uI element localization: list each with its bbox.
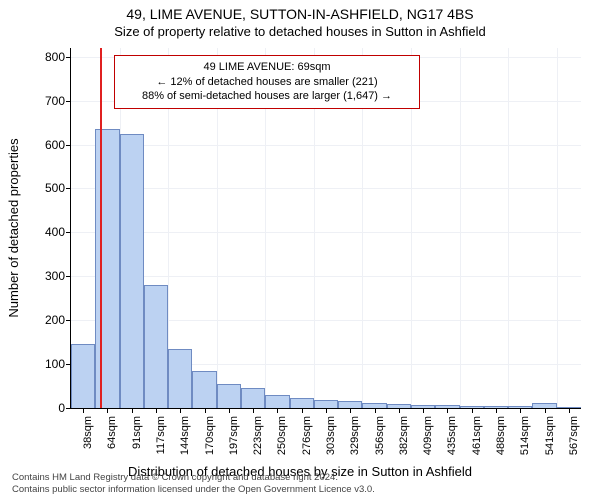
xtick-mark: [326, 408, 327, 413]
ytick-mark: [66, 188, 71, 189]
xtick-label: 409sqm: [422, 416, 434, 456]
xtick-mark: [472, 408, 473, 413]
ytick-label: 200: [25, 313, 65, 327]
histogram-bar: [241, 388, 265, 408]
xtick-mark: [569, 408, 570, 413]
xtick-mark: [545, 408, 546, 413]
footer-attribution: Contains HM Land Registry data © Crown c…: [12, 472, 375, 496]
ytick-label: 600: [25, 138, 65, 152]
histogram-bar: [120, 134, 144, 408]
histogram-bar: [71, 344, 95, 408]
histogram-bar: [217, 384, 241, 408]
histogram-bar: [192, 371, 216, 408]
ytick-label: 800: [25, 50, 65, 64]
gridline-h: [71, 145, 581, 146]
xtick-mark: [350, 408, 351, 413]
annotation-line: 49 LIME AVENUE: 69sqm: [121, 60, 413, 75]
ytick-mark: [66, 408, 71, 409]
histogram-bar: [168, 349, 192, 408]
xtick-label: 303sqm: [325, 416, 337, 456]
xtick-label: 329sqm: [349, 416, 361, 456]
xtick-mark: [83, 408, 84, 413]
annotation-line: 88% of semi-detached houses are larger (…: [121, 89, 413, 104]
ytick-label: 100: [25, 357, 65, 371]
gridline-v: [508, 48, 509, 408]
plot-area: 49 LIME AVENUE: 69sqm← 12% of detached h…: [70, 48, 581, 409]
xtick-label: 356sqm: [374, 416, 386, 456]
title-address: 49, LIME AVENUE, SUTTON-IN-ASHFIELD, NG1…: [0, 6, 600, 22]
xtick-label: 117sqm: [155, 416, 167, 456]
xtick-label: 91sqm: [131, 416, 143, 456]
histogram-bar: [265, 395, 289, 408]
ytick-mark: [66, 232, 71, 233]
ytick-label: 300: [25, 269, 65, 283]
xtick-label: 38sqm: [82, 416, 94, 456]
xtick-mark: [107, 408, 108, 413]
gridline-h: [71, 232, 581, 233]
annotation-box: 49 LIME AVENUE: 69sqm← 12% of detached h…: [114, 55, 420, 110]
xtick-mark: [229, 408, 230, 413]
xtick-mark: [399, 408, 400, 413]
histogram-bar: [144, 285, 168, 408]
xtick-mark: [302, 408, 303, 413]
xtick-label: 144sqm: [179, 416, 191, 456]
ytick-mark: [66, 276, 71, 277]
title-subtitle: Size of property relative to detached ho…: [0, 24, 600, 39]
ytick-label: 0: [25, 401, 65, 415]
xtick-mark: [423, 408, 424, 413]
gridline-v: [460, 48, 461, 408]
ytick-label: 700: [25, 94, 65, 108]
annotation-line: ← 12% of detached houses are smaller (22…: [121, 75, 413, 90]
xtick-mark: [277, 408, 278, 413]
gridline-v: [557, 48, 558, 408]
xtick-mark: [132, 408, 133, 413]
histogram-bar: [314, 400, 338, 408]
xtick-mark: [447, 408, 448, 413]
histogram-bar: [338, 401, 362, 408]
xtick-label: 276sqm: [301, 416, 313, 456]
ytick-label: 500: [25, 181, 65, 195]
gridline-h: [71, 188, 581, 189]
xtick-mark: [180, 408, 181, 413]
xtick-mark: [156, 408, 157, 413]
marker-line: [100, 48, 102, 408]
xtick-mark: [253, 408, 254, 413]
xtick-mark: [205, 408, 206, 413]
ytick-mark: [66, 101, 71, 102]
xtick-label: 64sqm: [106, 416, 118, 456]
xtick-mark: [496, 408, 497, 413]
histogram-bar: [290, 398, 314, 408]
xtick-label: 541sqm: [544, 416, 556, 456]
footer-line2: Contains public sector information licen…: [12, 484, 375, 496]
xtick-label: 382sqm: [398, 416, 410, 456]
chart-container: 49, LIME AVENUE, SUTTON-IN-ASHFIELD, NG1…: [0, 0, 600, 500]
xtick-label: 223sqm: [252, 416, 264, 456]
xtick-label: 170sqm: [204, 416, 216, 456]
xtick-mark: [375, 408, 376, 413]
xtick-label: 197sqm: [228, 416, 240, 456]
xtick-label: 250sqm: [276, 416, 288, 456]
ytick-label: 400: [25, 225, 65, 239]
ytick-mark: [66, 57, 71, 58]
xtick-label: 435sqm: [446, 416, 458, 456]
ytick-mark: [66, 320, 71, 321]
xtick-label: 567sqm: [568, 416, 580, 456]
xtick-label: 514sqm: [519, 416, 531, 456]
ytick-mark: [66, 145, 71, 146]
xtick-label: 488sqm: [495, 416, 507, 456]
histogram-bar: [95, 129, 119, 408]
footer-line1: Contains HM Land Registry data © Crown c…: [12, 472, 375, 484]
xtick-mark: [520, 408, 521, 413]
xtick-label: 461sqm: [471, 416, 483, 456]
gridline-h: [71, 276, 581, 277]
